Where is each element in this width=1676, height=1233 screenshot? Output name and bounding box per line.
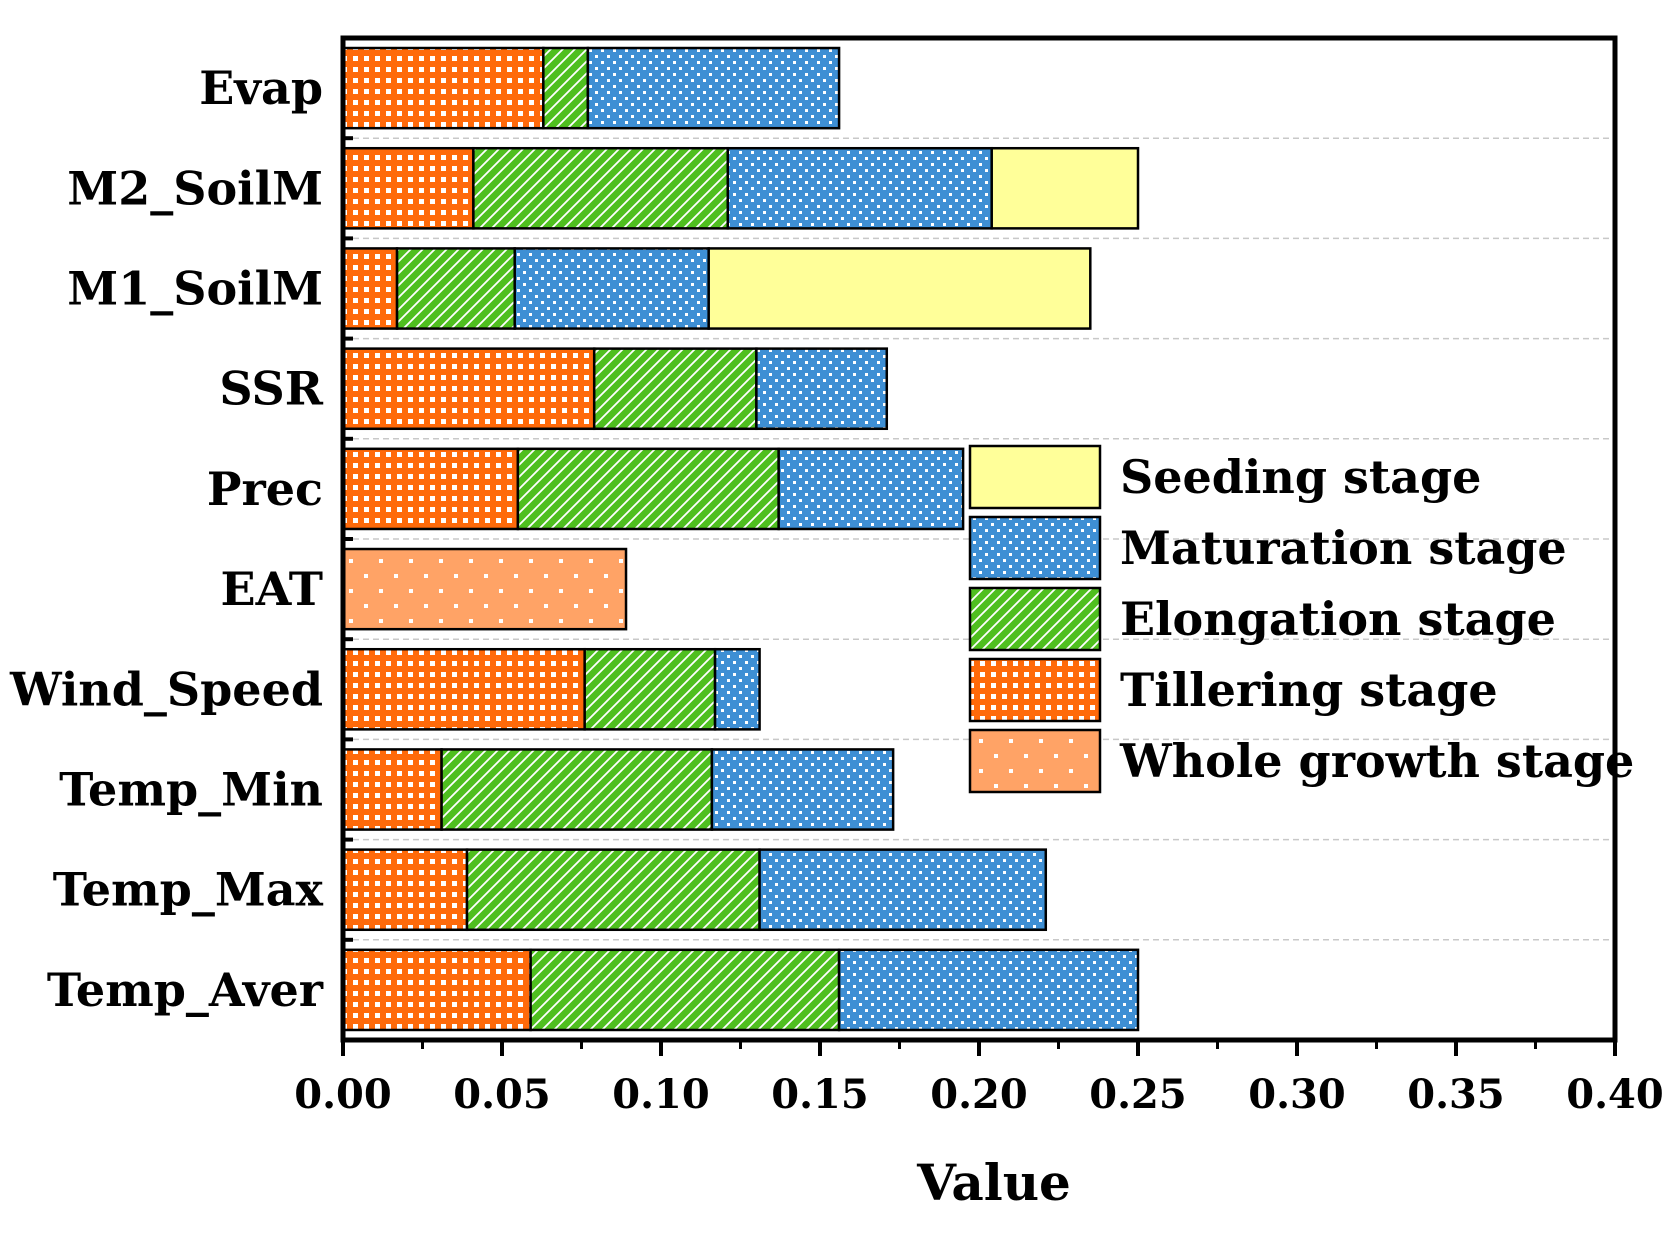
y-axis-labels: Evap M2_SoilM M1_SoilM SSR Prec EAT Wind_Speed… (9, 61, 324, 1017)
legend-label-whole: Whole growth stage (1119, 734, 1634, 788)
y-label-Temp_Max: Temp_Max (53, 863, 324, 917)
bar-maturation-SSR (755, 347, 889, 431)
bar-maturation-M1_SoilM (513, 247, 710, 330)
bar-tillering-Temp_Aver (341, 948, 532, 1032)
y-label-Temp_Min: Temp_Min (59, 763, 323, 817)
bar-tillering-Temp_Max (341, 848, 469, 932)
bar-tillering-M2_SoilM (341, 146, 475, 230)
bars (341, 46, 1140, 1032)
bar-elongation-M2_SoilM (472, 146, 730, 230)
y-label-Temp_Aver: Temp_Aver (47, 963, 324, 1017)
bar-elongation-Temp_Max (465, 848, 761, 932)
x-tick-label: 0.00 (294, 1071, 391, 1118)
legend-swatch-tillering (968, 657, 1102, 723)
gridlines (343, 137, 1615, 941)
bar-elongation-Wind_Speed (583, 647, 717, 731)
bar-tillering-Prec (341, 447, 520, 531)
y-label-M2_SoilM: M2_SoilM (67, 161, 323, 215)
x-tick-label: 0.05 (453, 1071, 550, 1118)
bar-elongation-Temp_Min (440, 748, 714, 831)
bar-maturation-Wind_Speed (713, 647, 761, 731)
legend-label-seeding: Seeding stage (1120, 450, 1481, 504)
x-tick-label: 0.15 (771, 1071, 868, 1118)
bar-maturation-Temp_Max (758, 848, 1048, 932)
bar-tillering-Temp_Min (341, 748, 443, 831)
legend-swatch-seeding (968, 444, 1102, 510)
x-tick-label: 0.30 (1248, 1071, 1345, 1118)
y-label-Evap: Evap (199, 61, 323, 115)
legend-label-elongation: Elongation stage (1120, 592, 1556, 646)
bar-maturation-Temp_Aver (837, 948, 1140, 1032)
legend-label-tillering: Tillering stage (1120, 663, 1498, 717)
bar-tillering-M1_SoilM (341, 247, 399, 330)
y-label-SSR: SSR (219, 362, 323, 416)
x-axis-labels: 0.00 0.05 0.10 0.15 0.20 0.25 0.30 0.35 0.40 (294, 1071, 1663, 1118)
x-tick-label: 0.20 (930, 1071, 1027, 1118)
bar-seeding-M1_SoilM (707, 247, 1092, 330)
bar-whole-EAT (341, 547, 628, 631)
x-tick-label: 0.40 (1566, 1071, 1663, 1118)
x-tick-label: 0.35 (1407, 1071, 1504, 1118)
bar-elongation-Evap (542, 46, 590, 130)
bar-seeding-M2_SoilM (990, 146, 1140, 230)
legend-swatch-maturation (968, 515, 1102, 581)
bar-maturation-Prec (777, 447, 965, 531)
axis-ticks (341, 136, 1617, 1056)
bar-maturation-M2_SoilM (726, 146, 993, 230)
y-label-Wind_Speed: Wind_Speed (9, 662, 323, 716)
y-label-M1_SoilM: M1_SoilM (67, 262, 323, 316)
legend-swatch-whole (968, 728, 1102, 794)
bar-maturation-Temp_Min (710, 748, 895, 831)
y-label-EAT: EAT (221, 562, 323, 616)
bar-maturation-Evap (586, 46, 841, 130)
bar-elongation-Prec (516, 447, 780, 531)
bar-elongation-M1_SoilM (395, 247, 516, 330)
x-tick-label: 0.10 (612, 1071, 709, 1118)
legend-label-maturation: Maturation stage (1120, 521, 1567, 575)
y-label-Prec: Prec (207, 462, 323, 516)
legend-swatch-elongation (968, 586, 1102, 652)
bar-tillering-SSR (341, 347, 596, 431)
legend: Seeding stage Maturation stage Elongation … (968, 444, 1634, 794)
x-axis-title: Value (916, 1153, 1071, 1212)
bar-elongation-SSR (592, 347, 758, 431)
bar-tillering-Wind_Speed (341, 647, 586, 731)
x-tick-label: 0.25 (1089, 1071, 1186, 1118)
bar-tillering-Evap (341, 46, 545, 130)
bar-elongation-Temp_Aver (529, 948, 841, 1032)
